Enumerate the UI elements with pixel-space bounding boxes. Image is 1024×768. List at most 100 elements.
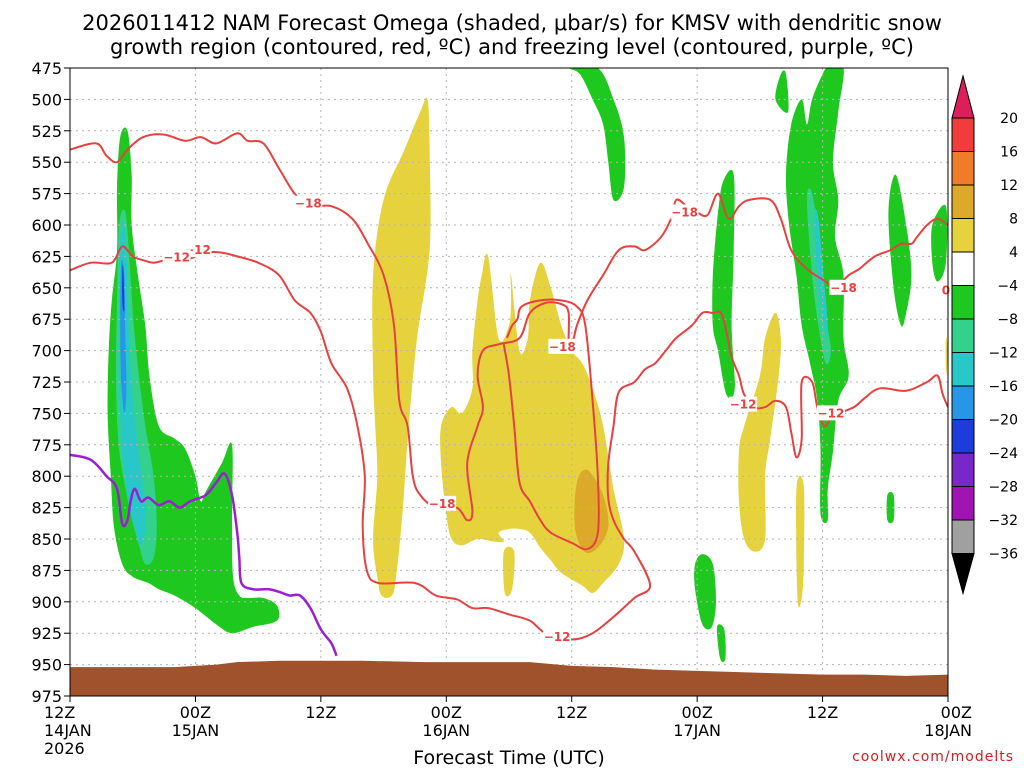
contour-label-bg-9 <box>162 249 191 265</box>
contour-label-5: −18 <box>671 205 698 219</box>
credit-text: coolwx.com/modelts <box>852 749 1014 765</box>
contour-label-9: −12 <box>163 251 190 265</box>
contour-label-8: −12 <box>818 406 845 420</box>
contour-label-10: 0 <box>942 283 950 297</box>
ytick-label-775: 775 <box>31 436 62 455</box>
ytick-label-725: 725 <box>31 373 62 392</box>
omega-region-18 <box>694 554 717 630</box>
colorbar-label-8: −16 <box>988 379 1018 395</box>
omega-region-20 <box>886 491 895 524</box>
red-contour--12-2 <box>502 298 600 551</box>
omega-region-12 <box>569 68 626 202</box>
colorbar-label-9: −20 <box>988 413 1018 429</box>
xtick-label-3-1: 16JAN <box>422 721 470 740</box>
omega-region-17 <box>931 204 948 282</box>
contour-label-bg-10 <box>939 282 952 298</box>
ytick-label-975: 975 <box>31 687 62 706</box>
colorbar-box-12 <box>951 486 975 521</box>
contour-labels: −18−12−18−18−12−18−12−18−12−120 <box>162 195 952 644</box>
ytick-label-925: 925 <box>31 624 62 643</box>
contour-label-6: −12 <box>730 398 757 412</box>
contour-label-1: −12 <box>184 243 211 257</box>
xtick-label-6-0: 12Z <box>807 703 838 722</box>
colorbar-label-3: 8 <box>1009 212 1018 228</box>
ytick-label-675: 675 <box>31 310 62 329</box>
colorbar-box-2 <box>951 151 975 186</box>
contour-label-bg-6 <box>729 396 758 412</box>
colorbar-box-5 <box>951 251 975 286</box>
omega-region-15 <box>775 70 789 113</box>
omega-region-5 <box>372 97 431 598</box>
colorbar-box-9 <box>951 385 975 420</box>
x-axis-label: Forecast Time (UTC) <box>413 747 604 768</box>
omega-region-8 <box>574 469 609 554</box>
red-contour--18-0 <box>70 132 948 522</box>
xtick-label-0-1: 14JAN <box>44 721 92 740</box>
omega-region-3 <box>120 259 127 414</box>
colorbar-box-3 <box>951 184 975 219</box>
xtick-label-1-0: 00Z <box>180 703 211 722</box>
colorbar-label-12: −32 <box>988 513 1018 529</box>
omega-region-9 <box>738 312 781 552</box>
y-axis-ticks: 475 500 525 550 575 600 625 650 675 700 725 750 775 8… <box>31 59 70 706</box>
contour-label-4: −12 <box>544 630 571 644</box>
terrain-fill <box>70 660 948 696</box>
colorbar-box-7 <box>951 318 975 353</box>
omega-region-22 <box>814 208 828 335</box>
colorbar-label-5: −4 <box>997 279 1018 295</box>
ytick-label-600: 600 <box>31 216 62 235</box>
colorbar-box-13 <box>951 519 975 554</box>
ytick-label-950: 950 <box>31 656 62 675</box>
xtick-label-7-1: 18JAN <box>924 721 972 740</box>
omega-region-10 <box>796 475 805 608</box>
ytick-label-700: 700 <box>31 342 62 361</box>
ytick-label-575: 575 <box>31 185 62 204</box>
colorbar-bottom-arrow <box>951 553 975 596</box>
xtick-label-3-0: 00Z <box>431 703 462 722</box>
omega-region-16 <box>888 174 912 327</box>
contour-label-bg-5 <box>670 204 699 220</box>
colorbar-label-10: −24 <box>988 446 1018 462</box>
omega-region-7 <box>503 546 515 597</box>
ytick-label-625: 625 <box>31 247 62 266</box>
chart-title-line2: growth region (contoured, red, ºC) and f… <box>110 35 914 59</box>
ytick-label-850: 850 <box>31 530 62 549</box>
colorbar-label-7: −12 <box>988 346 1018 362</box>
colorbar-label-2: 12 <box>1000 178 1018 194</box>
xtick-label-0-2: 2026 <box>44 739 85 758</box>
omega-region-19 <box>716 624 726 663</box>
colorbar-label-1: 16 <box>1000 145 1018 161</box>
contour-label-bg-4 <box>543 628 572 644</box>
temperature-contours <box>70 132 948 657</box>
xtick-label-5-0: 00Z <box>681 703 712 722</box>
contour-label-bg-0 <box>294 195 323 211</box>
ytick-label-500: 500 <box>31 90 62 109</box>
ytick-label-650: 650 <box>31 279 62 298</box>
omega-region-11 <box>945 337 948 376</box>
xtick-label-7-0: 00Z <box>941 703 972 722</box>
colorbar-box-6 <box>951 285 975 320</box>
contour-label-bg-7 <box>829 279 858 295</box>
contour-label-3: −18 <box>549 340 576 354</box>
contour-label-2: −18 <box>429 497 456 511</box>
contour-label-bg-8 <box>816 405 845 421</box>
ytick-label-825: 825 <box>31 499 62 518</box>
xtick-label-4-0: 12Z <box>556 703 587 722</box>
xtick-label-1-1: 15JAN <box>172 721 220 740</box>
colorbar-box-10 <box>951 419 975 454</box>
colorbar-label-4: 4 <box>1009 245 1018 261</box>
terrain-layer <box>70 660 948 696</box>
xtick-label-2-0: 12Z <box>305 703 336 722</box>
omega-region-2 <box>118 221 147 546</box>
contour-label-7: −18 <box>830 281 857 295</box>
colorbar-box-4 <box>951 218 975 253</box>
ytick-label-550: 550 <box>31 153 62 172</box>
ytick-label-800: 800 <box>31 467 62 486</box>
contour-label-bg-3 <box>548 338 577 354</box>
xtick-label-0-0: 12Z <box>44 703 75 722</box>
colorbar-label-11: −28 <box>988 480 1018 496</box>
omega-region-4 <box>122 264 125 312</box>
contour-label-0: −18 <box>295 197 322 211</box>
